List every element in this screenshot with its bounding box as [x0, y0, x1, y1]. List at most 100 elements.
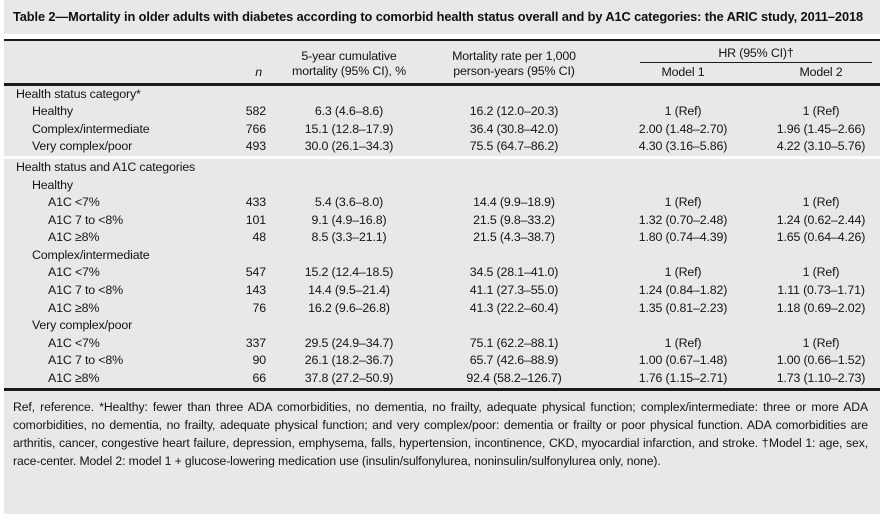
cell-mortality-rate: 34.5 (28.1–41.0): [469, 265, 559, 280]
cell-cumulative-mortality: 37.8 (27.2–50.9): [304, 371, 394, 386]
table-row: A1C ≥8% 66 37.8 (27.2–50.9) 92.4 (58.2–126.…: [4, 370, 880, 388]
row-label: A1C ≥8%: [48, 300, 100, 315]
table-row: Complex/intermediate 766 15.1 (12.8–17.9) 3…: [4, 121, 880, 139]
header-stub-cell: [4, 46, 226, 79]
table-row: A1C ≥8% 76 16.2 (9.6–26.8) 41.3 (22.2–60.4)…: [4, 300, 880, 318]
row-label: A1C ≥8%: [48, 371, 100, 386]
cell-hr-model1: 1.32 (0.70–2.48): [638, 212, 728, 227]
cell-mortality-rate: 41.1 (27.3–55.0): [469, 283, 559, 298]
cell-mortality-rate: 65.7 (42.6–88.9): [469, 353, 559, 368]
table-row: A1C <7% 337 29.5 (24.9–34.7) 75.1 (62.2–88.…: [4, 335, 880, 353]
cell-mortality-rate: 41.3 (22.2–60.4): [469, 300, 559, 315]
header-n: n: [255, 64, 262, 79]
header-model2: Model 2: [799, 64, 843, 79]
cell-cumulative-mortality: 29.5 (24.9–34.7): [304, 335, 394, 350]
cell-hr-model2: 1.65 (0.64–4.26): [776, 230, 866, 245]
cell-hr-model2: 1.24 (0.62–2.44): [776, 212, 866, 227]
table-row: A1C 7 to <8% 90 26.1 (18.2–36.7) 65.7 (42.6…: [4, 352, 880, 370]
row-label: A1C <7%: [48, 265, 100, 280]
table-body: Health status category* Healthy 582 6.3 (4.…: [4, 86, 880, 391]
cell-n: 582: [245, 104, 266, 119]
cell-cumulative-mortality: 15.1 (12.8–17.9): [304, 121, 394, 136]
cell-mortality-rate: 16.2 (12.0–20.3): [469, 104, 559, 119]
cell-mortality-rate: 75.1 (62.2–88.1): [469, 335, 559, 350]
cell-hr-model1: 1 (Ref): [664, 265, 702, 280]
table-section-row: Health status category*: [4, 86, 880, 104]
cell-hr-model2: 1 (Ref): [802, 104, 840, 119]
row-label: A1C ≥8%: [48, 230, 100, 245]
cell-n: 433: [245, 195, 266, 210]
cell-n: 90: [252, 353, 267, 368]
row-label: Healthy: [32, 177, 73, 192]
cell-hr-model1: 1 (Ref): [664, 195, 702, 210]
cell-mortality-rate: 92.4 (58.2–126.7): [466, 371, 562, 386]
cell-n: 66: [252, 371, 267, 386]
cell-mortality-rate: 21.5 (9.8–33.2): [473, 212, 555, 227]
cell-n: 337: [245, 335, 266, 350]
cell-hr-model1: 1.00 (0.67–1.48): [638, 353, 728, 368]
cell-hr-model1: 1.76 (1.15–2.71): [638, 371, 728, 386]
header-cumulative-mortality-line1: 5-year cumulative: [301, 48, 397, 63]
cell-hr-model2: 1.11 (0.73–1.71): [777, 283, 865, 298]
cell-cumulative-mortality: 15.2 (12.4–18.5): [304, 265, 394, 280]
row-label: A1C 7 to <8%: [48, 353, 124, 368]
table-row: A1C <7% 547 15.2 (12.4–18.5) 34.5 (28.1–41.…: [4, 264, 880, 282]
cell-mortality-rate: 75.5 (64.7–86.2): [469, 139, 559, 154]
cell-cumulative-mortality: 6.3 (4.6–8.6): [314, 104, 384, 119]
table-section-row: Very complex/poor: [4, 317, 880, 335]
row-label: Health status category*: [16, 86, 141, 101]
cell-hr-model1: 1 (Ref): [664, 335, 702, 350]
header-mortality-rate-line2: person-years (95% CI): [453, 63, 575, 78]
table-row: Healthy 582 6.3 (4.6–8.6) 16.2 (12.0–20.3) 1…: [4, 103, 880, 121]
cell-n: 101: [245, 212, 266, 227]
table-row: Very complex/poor 493 30.0 (26.1–34.3) 75.5…: [4, 138, 880, 156]
cell-n: 76: [252, 300, 267, 315]
cell-hr-model1: 1.80 (0.74–4.39): [638, 230, 728, 245]
row-label: A1C <7%: [48, 195, 100, 210]
cell-n: 547: [245, 265, 266, 280]
cell-cumulative-mortality: 26.1 (18.2–36.7): [304, 353, 394, 368]
title-table-separator: [4, 33, 880, 39]
table-row: A1C <7% 433 5.4 (3.6–8.0) 14.4 (9.9–18.9) 1 …: [4, 194, 880, 212]
row-label: Complex/intermediate: [32, 121, 150, 136]
row-label: Complex/intermediate: [32, 247, 150, 262]
cell-cumulative-mortality: 16.2 (9.6–26.8): [308, 300, 390, 315]
row-label: Healthy: [32, 104, 73, 119]
cell-mortality-rate: 21.5 (4.3–38.7): [473, 230, 555, 245]
cell-n: 766: [245, 121, 266, 136]
header-cumulative-mortality: 5-year cumulative mortality (95% CI), %: [274, 46, 424, 79]
table-panel: Table 2—Mortality in older adults with d…: [4, 0, 880, 514]
row-label: Health status and A1C categories: [16, 159, 196, 174]
cell-mortality-rate: 36.4 (30.8–42.0): [469, 121, 559, 136]
cell-hr-model2: 4.22 (3.10–5.76): [776, 139, 866, 154]
cell-n: 493: [245, 139, 266, 154]
header-cumulative-mortality-line2: mortality (95% CI), %: [292, 63, 406, 78]
cell-hr-model2: 1 (Ref): [802, 335, 840, 350]
mortality-table: n 5-year cumulative mortality (95% CI), …: [4, 38, 880, 391]
cell-hr-model1: 1 (Ref): [664, 104, 702, 119]
table-section-row: Health status and A1C categories: [4, 159, 880, 177]
header-hr-models: Model 1 Model 2: [604, 65, 880, 79]
cell-hr-model2: 1.96 (1.45–2.66): [776, 121, 866, 136]
cell-cumulative-mortality: 9.1 (4.9–16.8): [311, 212, 387, 227]
table-section-row: Complex/intermediate: [4, 247, 880, 265]
row-label: Very complex/poor: [32, 139, 133, 154]
table-row: A1C 7 to <8% 143 14.4 (9.5–21.4) 41.1 (27.3…: [4, 282, 880, 300]
cell-hr-model2: 1 (Ref): [802, 265, 840, 280]
cell-cumulative-mortality: 5.4 (3.6–8.0): [314, 195, 384, 210]
cell-hr-model2: 1.18 (0.69–2.02): [776, 300, 866, 315]
cell-hr-model2: 1.00 (0.66–1.52): [776, 353, 866, 368]
header-hr-spanner: HR (95% CI)†: [640, 46, 872, 63]
cell-n: 48: [252, 230, 267, 245]
row-label: Very complex/poor: [32, 318, 133, 333]
cell-hr-model1: 1.35 (0.81–2.23): [638, 300, 728, 315]
cell-hr-model1: 2.00 (1.48–2.70): [638, 121, 728, 136]
row-label: A1C <7%: [48, 335, 100, 350]
table-row: A1C 7 to <8% 101 9.1 (4.9–16.8) 21.5 (9.8–3…: [4, 212, 880, 230]
header-mortality-rate: Mortality rate per 1,000 person-years (9…: [424, 46, 604, 79]
cell-cumulative-mortality: 8.5 (3.3–21.1): [311, 230, 387, 245]
cell-hr-model2: 1.73 (1.10–2.73): [776, 371, 866, 386]
cell-n: 143: [245, 283, 266, 298]
row-label: A1C 7 to <8%: [48, 283, 124, 298]
table-title: Table 2—Mortality in older adults with d…: [13, 9, 864, 24]
